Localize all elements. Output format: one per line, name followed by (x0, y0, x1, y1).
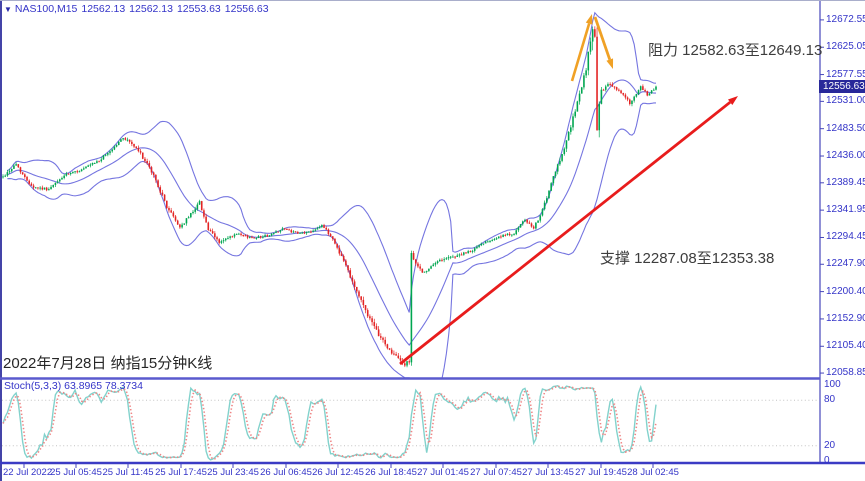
current-price-badge: 12556.63 (819, 80, 865, 94)
